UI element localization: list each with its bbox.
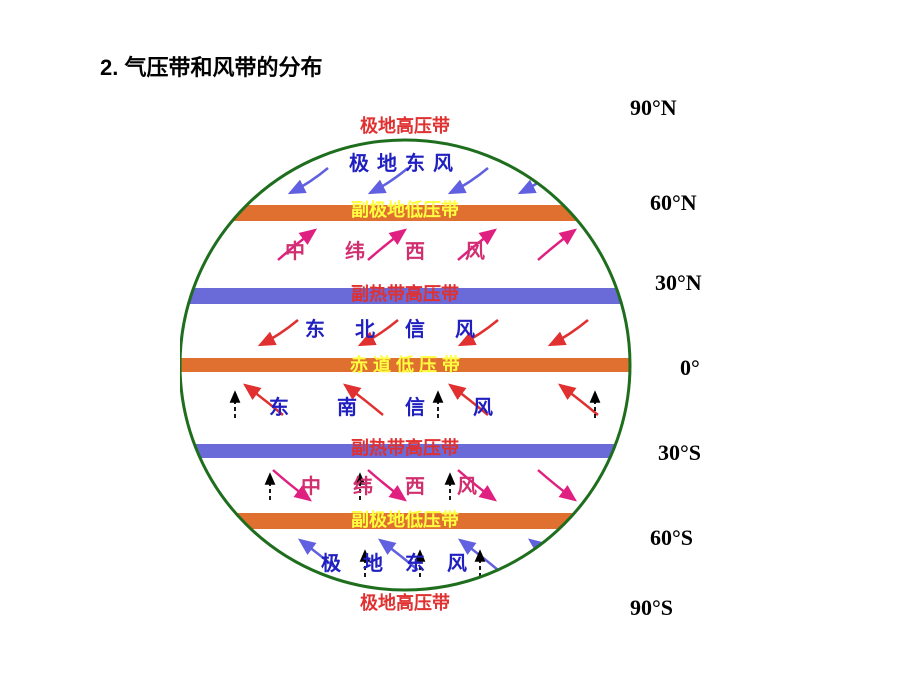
- svg-text:0°: 0°: [680, 355, 700, 380]
- svg-text:副极地低压带: 副极地低压带: [351, 199, 459, 220]
- globe-diagram: 90°N60°N30°N0°30°S60°S90°S极地高压带副极地低压带副热带…: [180, 100, 630, 630]
- svg-text:90°N: 90°N: [630, 100, 677, 120]
- svg-text:副热带高压带: 副热带高压带: [351, 283, 459, 304]
- svg-text:副热带高压带: 副热带高压带: [351, 437, 459, 458]
- svg-text:赤 道 低 压 带: 赤 道 低 压 带: [350, 354, 460, 375]
- svg-text:极地东风: 极地东风: [321, 551, 489, 575]
- svg-text:90°S: 90°S: [630, 595, 673, 620]
- svg-text:极地高压带: 极地高压带: [360, 115, 450, 136]
- svg-text:极地高压带: 极地高压带: [360, 592, 450, 613]
- svg-text:60°N: 60°N: [650, 190, 697, 215]
- svg-text:30°N: 30°N: [655, 270, 702, 295]
- svg-text:东南信风: 东南信风: [269, 395, 541, 419]
- svg-text:60°S: 60°S: [650, 525, 693, 550]
- svg-text:30°S: 30°S: [658, 440, 701, 465]
- svg-text:中纬西风: 中纬西风: [301, 474, 509, 498]
- svg-text:副极地低压带: 副极地低压带: [351, 509, 459, 530]
- svg-text:极地东风: 极地东风: [349, 151, 461, 175]
- svg-text:中纬西风: 中纬西风: [285, 239, 525, 263]
- svg-text:东北信风: 东北信风: [305, 317, 505, 341]
- globe-svg: 90°N60°N30°N0°30°S60°S90°S极地高压带副极地低压带副热带…: [180, 100, 740, 640]
- page-title: 2. 气压带和风带的分布: [100, 50, 322, 82]
